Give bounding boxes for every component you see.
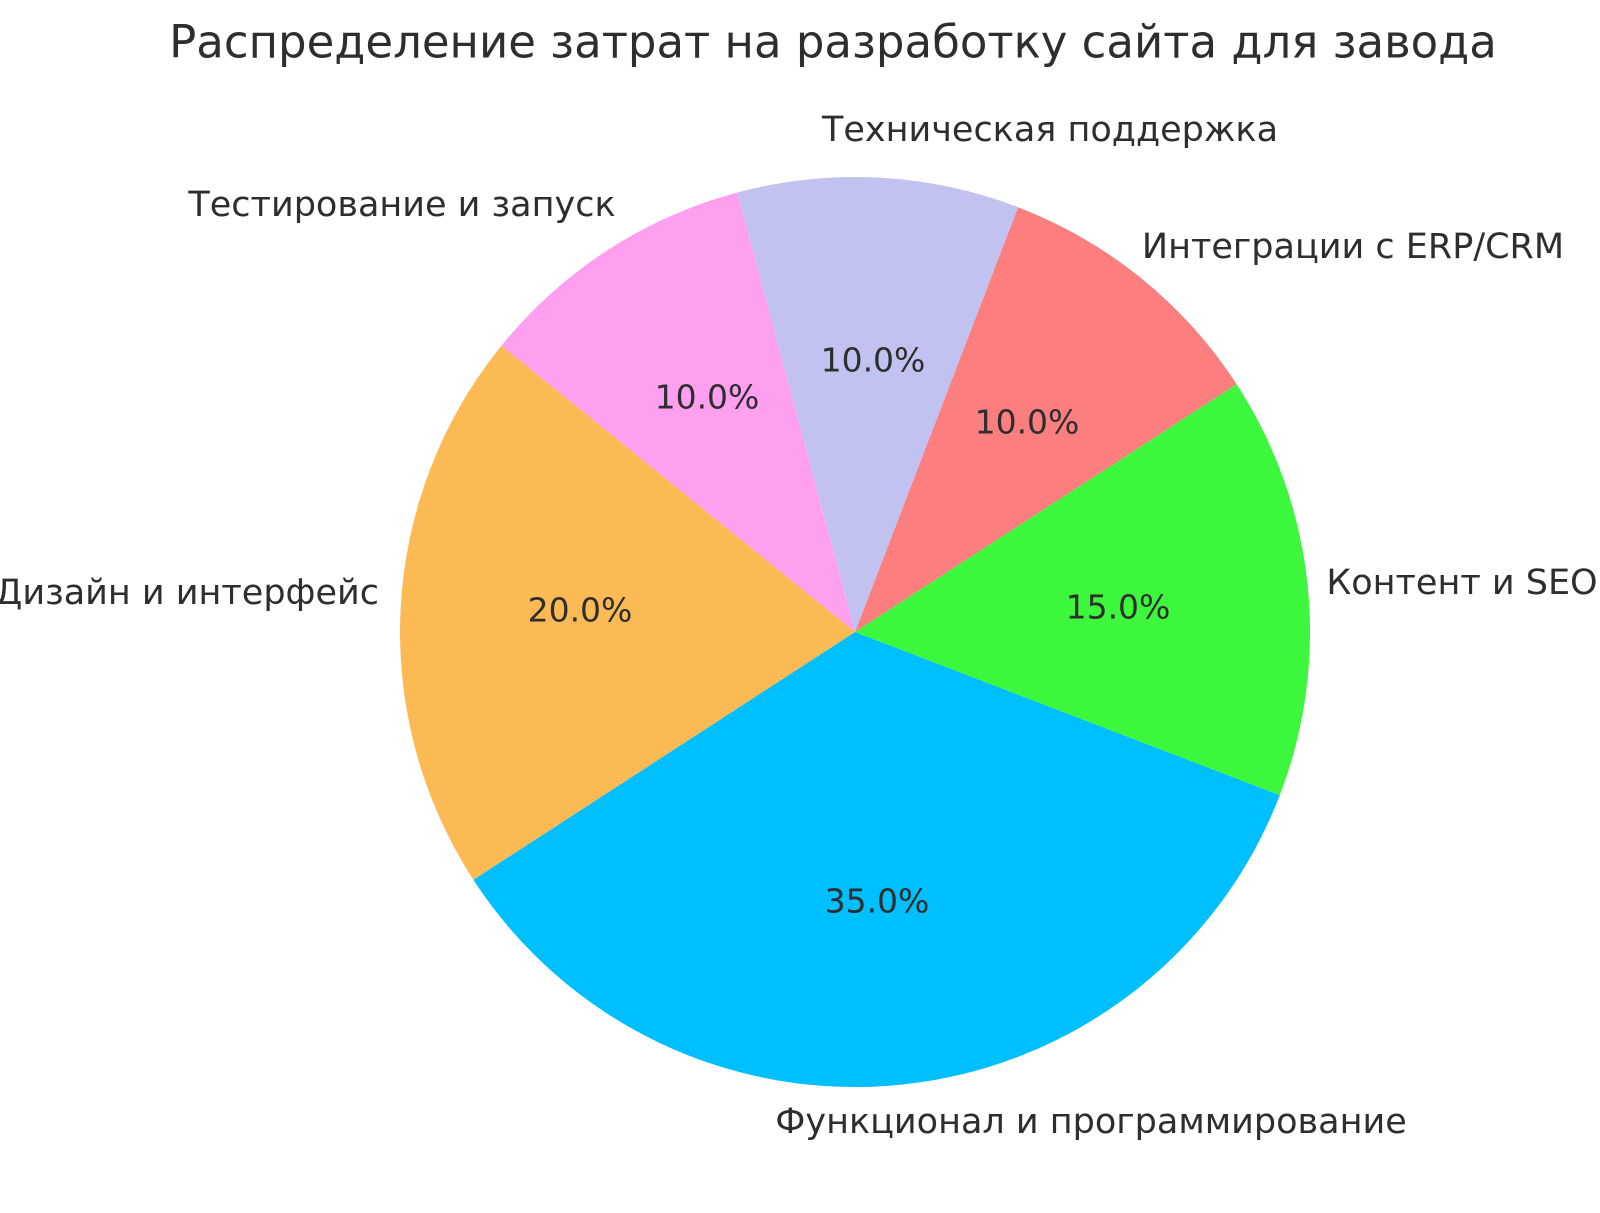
pie-slice-0 <box>473 632 1280 1088</box>
slice-label-functionality-programming: Функционал и программирование <box>775 1102 1407 1142</box>
pie-slice-1 <box>855 384 1311 796</box>
pct-label-functionality-programming: 35.0% <box>824 881 930 921</box>
pct-label-design-interface: 20.0% <box>527 590 633 630</box>
pie-slice-5 <box>400 345 855 880</box>
slice-label-design-interface: Дизайн и интерфейс <box>0 573 379 613</box>
pie-slice-3 <box>737 176 1019 633</box>
slice-label-technical-support: Техническая поддержка <box>821 110 1279 150</box>
chart-title: Распределение затрат на разработку сайта… <box>169 15 1497 69</box>
pct-label-technical-support: 10.0% <box>820 340 926 380</box>
slice-label-erp-crm-integrations: Интеграции с ERP/CRM <box>1141 227 1565 267</box>
pie-slice-4 <box>501 192 855 632</box>
pct-label-erp-crm-integrations: 10.0% <box>974 402 1080 442</box>
slice-label-testing-launch: Тестирование и запуск <box>188 185 616 225</box>
pct-label-testing-launch: 10.0% <box>654 377 760 417</box>
slice-label-content-seo: Контент и SEO <box>1326 563 1598 603</box>
pie-slice-2 <box>855 207 1237 632</box>
pct-label-content-seo: 15.0% <box>1065 587 1171 627</box>
